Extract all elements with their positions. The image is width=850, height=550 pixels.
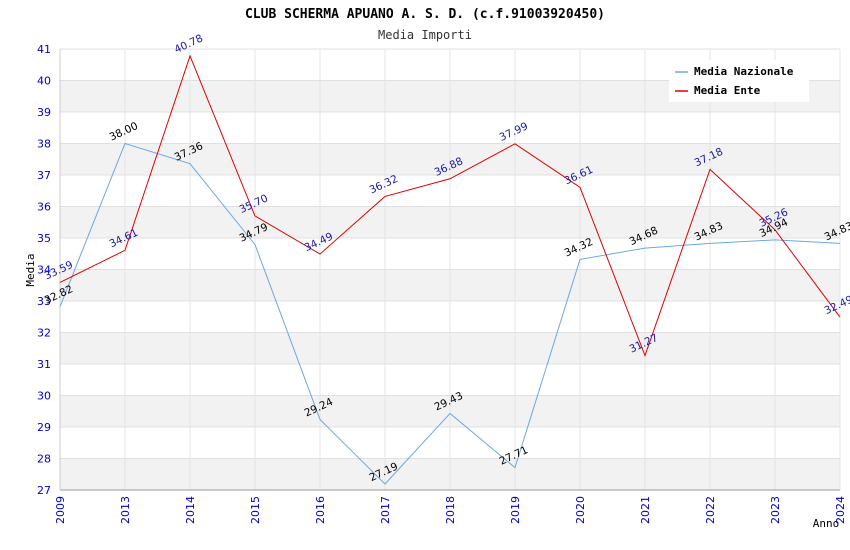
- series-group: [59, 54, 841, 485]
- legend: Media Nazionale Media Ente: [669, 60, 809, 102]
- x-tick-label: 2022: [704, 496, 717, 524]
- chart-title: CLUB SCHERMA APUANO A. S. D. (c.f.910039…: [245, 7, 605, 22]
- legend-label-1: Media Ente: [694, 84, 761, 97]
- x-tick-label: 2023: [769, 496, 782, 524]
- x-tick-label: 2024: [834, 496, 847, 524]
- x-tick-label: 2009: [54, 496, 67, 524]
- y-tick-label: 40: [37, 75, 51, 88]
- x-tick-label: 2018: [444, 496, 457, 524]
- data-label: 32.82: [43, 283, 75, 307]
- y-tick-label: 35: [37, 232, 51, 245]
- x-tick-label: 2013: [119, 496, 132, 524]
- y-tick-label: 38: [37, 138, 51, 151]
- y-tick-label: 27: [37, 484, 51, 497]
- data-label: 34.32: [563, 236, 595, 260]
- y-tick-label: 41: [37, 43, 51, 56]
- x-tick-labels: 2009 2013 2014 2015 2016 2017 2018 2019 2020 2021…: [54, 496, 847, 524]
- x-tick-label: 2019: [509, 496, 522, 524]
- x-tick-label: 2020: [574, 496, 587, 524]
- y-tick-label: 28: [37, 453, 51, 466]
- x-axis-label: Anno: [813, 517, 840, 530]
- y-tick-label: 36: [37, 201, 51, 214]
- y-tick-label: 30: [37, 390, 51, 403]
- x-tick-label: 2021: [639, 496, 652, 524]
- series-line-1: [59, 54, 841, 357]
- data-label: 38.00: [108, 120, 140, 144]
- y-tick-label: 34: [37, 264, 51, 277]
- data-label: 36.32: [368, 173, 400, 197]
- y-axis-label: Media: [24, 253, 37, 286]
- x-tick-label: 2017: [379, 496, 392, 524]
- y-tick-labels: 27 28 29 30 31 32 33 34 35 36 37 38 39 40 41: [37, 43, 51, 497]
- y-tick-label: 39: [37, 106, 51, 119]
- y-tick-label: 32: [37, 327, 51, 340]
- y-tick-label: 33: [37, 295, 51, 308]
- legend-box: [669, 60, 809, 102]
- chart-subtitle: Media Importi: [378, 28, 472, 42]
- data-label: 40.78: [173, 32, 205, 56]
- data-label: 37.99: [498, 120, 530, 144]
- x-tick-label: 2016: [314, 496, 327, 524]
- x-tick-label: 2015: [249, 496, 262, 524]
- x-tick-label: 2014: [184, 496, 197, 524]
- series-line-0: [59, 142, 841, 485]
- y-tick-label: 29: [37, 421, 51, 434]
- legend-label-0: Media Nazionale: [694, 65, 794, 78]
- y-tick-label: 37: [37, 169, 51, 182]
- y-tick-label: 31: [37, 358, 51, 371]
